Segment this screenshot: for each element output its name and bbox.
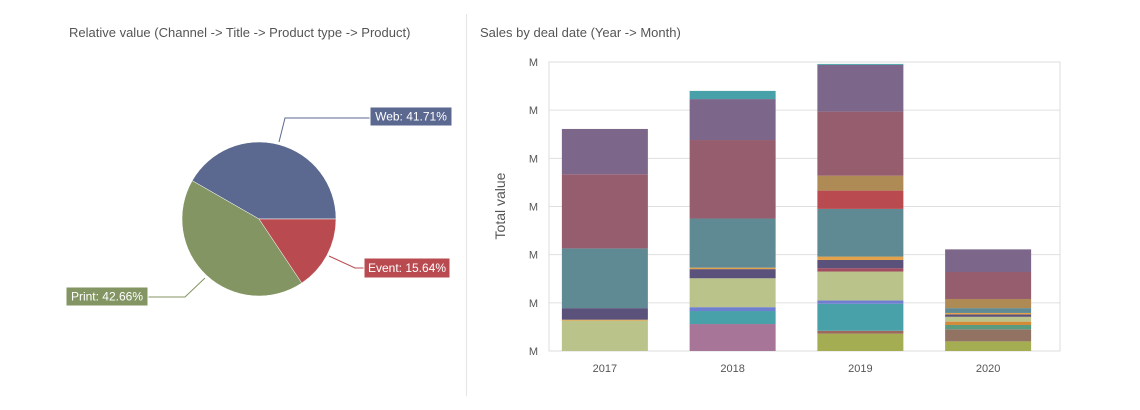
bar-segment-2018[interactable] [689,140,776,219]
pie-leader-line [278,117,370,143]
bar-segment-2019[interactable] [817,259,904,269]
pie-leader-line [328,255,364,269]
x-tick-label: 2017 [593,363,617,375]
bar-segment-2017[interactable] [561,319,648,321]
y-tick-label: M [529,105,538,117]
bar-segment-2020[interactable] [945,298,1032,309]
bar-segment-2019[interactable] [817,64,904,112]
pie-label-box [363,257,451,279]
bar-segment-2017[interactable] [561,320,648,351]
pie-data-label: Print: 42.66% [71,290,143,304]
bar-segment-2018[interactable] [689,267,776,270]
bar-chart-title: Sales by deal date (Year -> Month) [480,25,681,40]
pie-slice-event[interactable] [258,218,337,284]
pie-chart-title: Relative value (Channel -> Title -> Prod… [69,25,411,40]
bar-segment-2020[interactable] [945,272,1032,299]
pie-slice-print[interactable] [181,180,303,297]
bar-segment-2019[interactable] [817,303,904,331]
bar-segment-2018[interactable] [689,99,776,141]
pie-label-box [369,106,453,127]
bar-segment-2020[interactable] [945,314,1032,317]
bar-segment-2018[interactable] [689,324,776,351]
bar-segment-2020[interactable] [945,341,1032,351]
bar-segment-2017[interactable] [561,128,648,175]
bar-segment-2019[interactable] [817,208,904,257]
bar-segment-2019[interactable] [817,190,904,209]
bar-segment-2020[interactable] [945,321,1032,325]
bar-segment-2019[interactable] [817,300,904,304]
bar-segment-2017[interactable] [561,174,648,249]
x-tick-label: 2020 [976,363,1000,375]
y-axis-label: Total value [492,172,508,239]
bar-segment-2020[interactable] [945,249,1032,273]
bar-segment-2019[interactable] [817,333,904,351]
bar-segment-2020[interactable] [945,312,1032,315]
bar-segment-2017[interactable] [561,308,648,320]
bar-segment-2019[interactable] [817,268,904,272]
bar-segment-2020[interactable] [945,324,1032,330]
x-tick-label: 2019 [848,363,872,375]
bar-segment-2019[interactable] [817,256,904,260]
panel-divider [466,14,467,396]
bar-segment-2019[interactable] [817,175,904,191]
bar-segment-2020[interactable] [945,329,1032,342]
bar-segment-2018[interactable] [689,278,776,308]
bar-segment-2018[interactable] [689,311,776,325]
pie-data-label: Web: 41.71% [375,110,447,124]
bar-segment-2019[interactable] [817,330,904,334]
plot-frame [548,61,1061,352]
y-tick-label: M [529,298,538,310]
y-tick-label: M [529,202,538,214]
y-tick-label: M [529,346,538,358]
y-tick-label: M [529,153,538,165]
bar-segment-2017[interactable] [561,248,648,309]
bar-segment-2019[interactable] [817,271,904,301]
y-tick-label: M [529,250,538,262]
bar-segment-2018[interactable] [689,90,776,100]
y-tick-label: M [529,57,538,69]
pie-data-label: Event: 15.64% [368,261,446,275]
bar-segment-2018[interactable] [689,307,776,312]
bar-segment-2020[interactable] [945,316,1032,322]
bar-segment-2018[interactable] [689,269,776,279]
pie-slice-web[interactable] [191,141,337,220]
bar-segment-2018[interactable] [689,218,776,268]
pie-leader-line [148,277,206,298]
pie-label-box [65,286,149,307]
x-tick-label: 2018 [720,363,744,375]
bar-segment-2019[interactable] [817,111,904,176]
bar-segment-2019[interactable] [817,63,904,65]
bar-segment-2020[interactable] [945,308,1032,313]
